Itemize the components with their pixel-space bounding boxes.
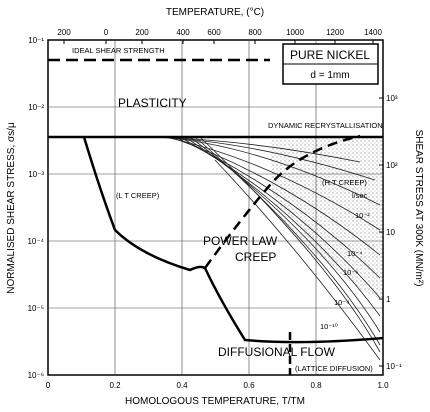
top-tick-label: 1000 <box>286 28 304 37</box>
material-grain-size: d = 1mm <box>310 70 349 81</box>
strain-rate-label: 10⁻² <box>355 211 370 220</box>
lt-creep-boundary <box>82 136 206 272</box>
top-tick-label: 1200 <box>326 28 344 37</box>
right-tick-label: 10² <box>386 161 398 170</box>
left-tick-label: 10⁻⁵ <box>28 304 44 313</box>
bottom-tick-label: 0.6 <box>243 381 255 390</box>
top-tick-label: 0 <box>104 28 109 37</box>
top-tick-labels: 200 0 200 400 600 800 1000 1200 1400 <box>57 28 382 37</box>
material-title: PURE NICKEL <box>290 48 370 62</box>
right-tick-labels: 10³ 10² 10 1 10⁻¹ <box>386 94 402 371</box>
ideal-strength-label: IDEAL SHEAR STRENGTH <box>72 46 165 55</box>
bottom-tick-label: 0.4 <box>176 381 188 390</box>
right-tick-label: 10⁻¹ <box>386 362 402 371</box>
bottom-tick-label: 0.2 <box>109 381 121 390</box>
lt-creep-label: (L T CREEP) <box>116 191 160 200</box>
left-tick-label: 10⁻¹ <box>28 36 44 45</box>
drx-label: DYNAMIC RECRYSTALLISATION <box>268 121 383 130</box>
strain-rate-label: l/sec <box>352 191 368 200</box>
bottom-tick-label: 1.0 <box>377 381 389 390</box>
top-tick-label: 200 <box>135 28 149 37</box>
top-tick-label: 800 <box>248 28 262 37</box>
strain-rate-label: 10⁻⁴ <box>347 249 363 258</box>
bottom-axis-title: HOMOLOGOUS TEMPERATURE, T/TM <box>125 396 305 407</box>
power-law-label-2: CREEP <box>235 250 276 264</box>
bottom-tick-label: 0 <box>46 381 51 390</box>
bottom-tick-label: 0.8 <box>310 381 322 390</box>
material-box: PURE NICKEL d = 1mm <box>282 43 379 85</box>
right-tick-label: 10³ <box>386 94 398 103</box>
bottom-tick-labels: 0 0.2 0.4 0.6 0.8 1.0 <box>46 381 389 390</box>
strain-rate-label: 10⁻¹⁰ <box>320 322 338 331</box>
strain-rate-contours <box>139 136 381 361</box>
ht-creep-label: (H.T CREEP) <box>322 178 367 187</box>
top-tick-label: 400 <box>176 28 190 37</box>
left-tick-label: 10⁻³ <box>28 170 44 179</box>
plasticity-label: PLASTICITY <box>118 96 187 110</box>
strain-rate-label: 10⁻⁶ <box>343 268 358 277</box>
left-tick-label: 10⁻² <box>28 103 44 112</box>
left-tick-labels: 10⁻¹ 10⁻² 10⁻³ 10⁻⁴ 10⁻⁵ 10⁻⁶ <box>27 36 44 380</box>
left-axis-title: NORMALISED SHEAR STRESS, σs/μ <box>6 122 17 294</box>
lattice-diffusion-label: (LATTICE DIFFUSION) <box>295 364 373 373</box>
right-tick-label: 10 <box>386 228 395 237</box>
right-tick-label: 1 <box>386 295 391 304</box>
grid-lines <box>48 40 383 375</box>
top-tick-label: 200 <box>57 28 71 37</box>
left-tick-label: 10⁻⁶ <box>28 371 44 380</box>
diffusional-flow-label: DIFFUSIONAL FLOW <box>218 345 336 359</box>
drx-boundary <box>203 134 361 269</box>
left-tick-label: 10⁻⁴ <box>27 237 44 246</box>
power-law-diffusion-boundary <box>203 267 384 344</box>
top-axis-title: TEMPERATURE, (°C) <box>166 7 264 18</box>
drx-stippled-region <box>270 136 383 300</box>
strain-rate-label: 10⁻⁸ <box>334 298 349 307</box>
power-law-label: POWER LAW <box>203 234 278 248</box>
top-tick-label: 600 <box>207 28 221 37</box>
top-tick-label: 1400 <box>364 28 382 37</box>
right-axis-title: SHEAR STRESS AT 300K (MN/m²) <box>413 130 424 287</box>
